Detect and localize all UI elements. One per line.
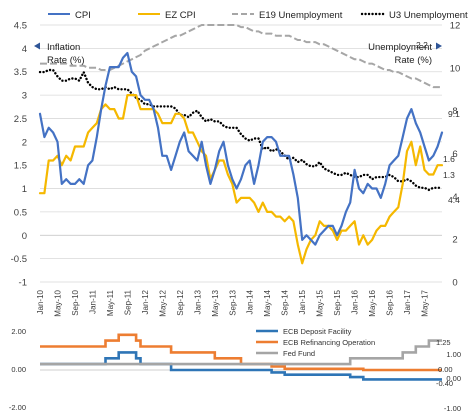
bottom-series-line-ecb-deposit-facility <box>40 351 442 381</box>
x-tick-label: Jan-10 <box>36 289 45 314</box>
bottom-left-tick-label: -2.00 <box>9 403 26 412</box>
left-axis-annotation: Inflation Rate (%) <box>34 42 84 66</box>
left-tick-label: 4.5 <box>14 21 27 32</box>
right-tick-label: 0 <box>452 278 457 289</box>
bottom-chart-series <box>40 333 442 381</box>
x-tick-label: Jan-17 <box>403 289 412 314</box>
x-tick-label: Jan-11 <box>88 289 97 313</box>
top-chart-right-axis-labels: 0 2 4 6 8 10 12 <box>450 21 461 289</box>
left-arrow-icon <box>34 42 40 50</box>
x-tick-label: Sep-13 <box>228 289 237 315</box>
x-tick-label: May-16 <box>368 289 377 316</box>
series-line-u3-unemployment <box>38 68 444 192</box>
series-line-ez-cpi <box>38 93 444 265</box>
bottom-left-tick-label: 2.00 <box>11 327 26 336</box>
x-tick-label: Jan-14 <box>246 289 255 314</box>
top-chart-gridlines <box>40 24 442 283</box>
right-tick-label: 8 <box>452 106 457 117</box>
x-tick-label: Jan-13 <box>193 289 202 314</box>
left-tick-label: 0 <box>22 231 27 242</box>
x-tick-label: Sep-11 <box>123 289 132 315</box>
right-axis-annotation: Unemployment Rate (%) <box>368 42 442 66</box>
x-tick-label: Jan-16 <box>351 289 360 314</box>
right-arrow-icon <box>436 42 442 50</box>
x-tick-label: May-12 <box>158 289 167 316</box>
left-tick-label: -0.5 <box>11 254 27 265</box>
right-tick-label: 10 <box>450 63 461 74</box>
x-tick-label: May-15 <box>316 289 325 316</box>
top-chart-series <box>38 24 444 265</box>
left-axis-label-line2: Rate (%) <box>47 55 84 66</box>
legend-entry: EZ CPI <box>165 10 196 21</box>
series-line-cpi <box>38 51 444 246</box>
bottom-chart-legend: ECB Deposit Facility ECB Refinancing Oper… <box>256 327 375 358</box>
inflation-unemployment-chart: -1 -0.5 0 0.5 1 1.5 2 2.5 3 3.5 4 4.5 0 2 4 6 8 10 12 Jan… <box>11 10 468 317</box>
top-chart-x-axis-labels: Jan-10 May-10 Sep-10 Jan-11 May-11 Sep-11 Jan-… <box>36 289 430 316</box>
bottom-legend-entry: ECB Deposit Facility <box>283 327 352 336</box>
x-tick-label: Sep-12 <box>176 289 185 315</box>
left-tick-label: 4 <box>22 44 27 55</box>
end-value-label: 2.2 <box>416 40 428 50</box>
left-axis-label-line1: Inflation <box>47 42 80 53</box>
policy-rates-chart: -2.000.002.00-1.000.001.001.250.00-0.40 … <box>9 327 461 413</box>
bottom-right-tick-label: 1.00 <box>446 350 461 359</box>
x-tick-label: May-11 <box>106 289 115 316</box>
x-tick-label: Jan-15 <box>298 289 307 314</box>
left-tick-label: 1 <box>22 184 27 195</box>
left-tick-label: 2 <box>22 137 27 148</box>
right-tick-label: 4 <box>452 192 457 203</box>
x-tick-label: May-14 <box>263 289 272 316</box>
end-value-label: 1.6 <box>443 154 455 164</box>
legend-entry: CPI <box>75 10 91 21</box>
end-value-label: 9.1 <box>448 109 460 119</box>
x-tick-label: Jan-12 <box>141 289 150 314</box>
right-axis-label-line2: Rate (%) <box>395 55 432 66</box>
x-tick-label: Sep-15 <box>333 289 342 315</box>
right-tick-label: 12 <box>450 21 461 32</box>
top-chart-end-labels: 2.2 1.6 1.3 9.1 4.4 <box>416 40 460 205</box>
x-tick-label: May-13 <box>211 289 220 316</box>
bottom-end-value-label: 1.25 <box>436 338 451 347</box>
bottom-right-tick-label: -1.00 <box>444 404 461 413</box>
x-tick-label: May-10 <box>53 289 62 316</box>
x-tick-label: May-17 <box>421 289 430 316</box>
left-tick-label: 3 <box>22 91 27 102</box>
right-tick-label: 2 <box>452 235 457 246</box>
left-tick-label: 3.5 <box>14 67 27 78</box>
left-tick-label: 2.5 <box>14 114 27 125</box>
end-value-label: 4.4 <box>448 195 460 205</box>
bottom-series-line-ecb-refinancing-operation <box>40 333 442 372</box>
bottom-left-tick-label: 0.00 <box>11 365 26 374</box>
end-value-label: 1.3 <box>443 170 455 180</box>
left-tick-label: 1.5 <box>14 161 27 172</box>
bottom-chart-labels: -2.000.002.00-1.000.001.001.250.00-0.40 <box>9 327 461 413</box>
left-tick-label: 0.5 <box>14 207 27 218</box>
x-tick-label: Sep-10 <box>71 289 80 315</box>
bottom-end-value-label: -0.40 <box>436 379 453 388</box>
bottom-right-tick-label: 0.00 <box>446 374 461 383</box>
bottom-legend-entry: ECB Refinancing Operation <box>283 338 375 347</box>
x-tick-label: Sep-16 <box>386 289 395 315</box>
left-tick-label: -1 <box>19 278 27 289</box>
right-axis-label-line1: Unemployment <box>368 42 432 53</box>
legend-entry: U3 Unemployment <box>389 10 468 21</box>
bottom-legend-entry: Fed Fund <box>283 349 315 358</box>
bottom-series-line-fed-fund <box>40 339 442 366</box>
top-chart-legend: CPI EZ CPI E19 Unemployment U3 Unemployment <box>48 10 468 21</box>
x-tick-label: Sep-14 <box>281 289 290 315</box>
right-tick-label: 6 <box>452 149 457 160</box>
series-line-e19-unemployment <box>40 24 442 89</box>
bottom-end-value-label: 0.00 <box>438 365 453 374</box>
legend-entry: E19 Unemployment <box>259 10 343 21</box>
top-chart-left-axis-labels: -1 -0.5 0 0.5 1 1.5 2 2.5 3 3.5 4 4.5 <box>11 21 27 289</box>
